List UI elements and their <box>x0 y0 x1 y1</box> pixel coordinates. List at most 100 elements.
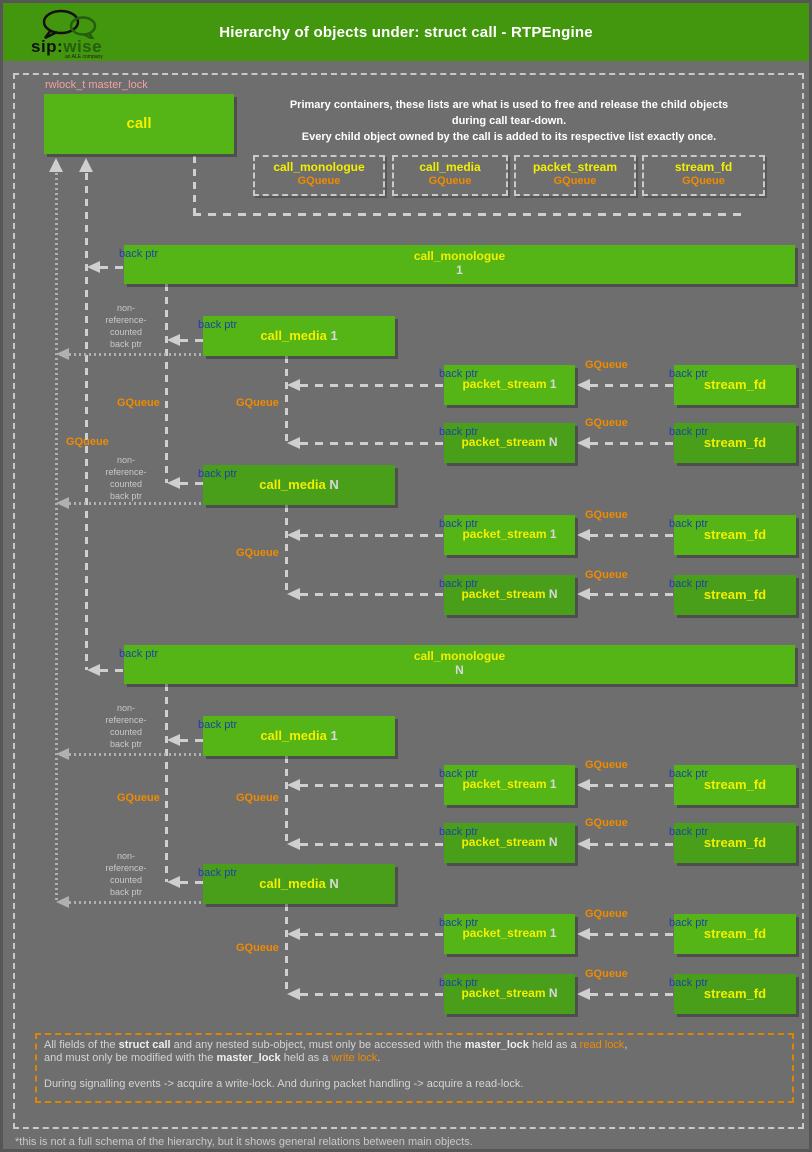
left-arrowhead-icon <box>56 748 69 760</box>
nonref-backptr-arrow <box>56 896 203 908</box>
nonref-text-line: reference- <box>105 715 147 725</box>
back-ptr-label: back ptr <box>198 319 238 331</box>
arrow-tail <box>69 901 203 904</box>
arrow-tail <box>590 784 674 787</box>
box-title: stream_fd <box>703 377 767 392</box>
stream-fd-1c: stream_fd <box>674 765 796 805</box>
back-ptr-label: back ptr <box>439 578 479 590</box>
packet-stream-1c: packet_stream 1 <box>444 765 575 805</box>
gqueue-line <box>285 904 288 994</box>
left-arrowhead-icon <box>577 437 590 449</box>
left-arrowhead-icon <box>287 838 300 850</box>
back-ptr-label: back ptr <box>119 648 159 660</box>
call-monologue-n: call_monologue N <box>124 645 795 684</box>
left-arrowhead-icon <box>287 379 300 391</box>
call-media-n-lower: call_media N <box>203 864 395 904</box>
left-arrowhead-icon <box>287 988 300 1000</box>
arrow-tail <box>180 482 203 485</box>
back-ptr-label: back ptr <box>439 426 479 438</box>
arrow-tail <box>590 593 674 596</box>
arrow-tail <box>300 384 444 387</box>
gqueue-label: GQueue <box>585 759 628 771</box>
box-title: call_media 1 <box>260 728 338 743</box>
gqueue-label: GQueue <box>66 436 109 448</box>
arrow-tail <box>590 843 674 846</box>
nonref-text-line: non- <box>116 851 135 861</box>
back-ptr-label: back ptr <box>198 468 238 480</box>
back-ptr-label: back ptr <box>669 977 709 989</box>
gqueue-label: GQueue <box>585 417 628 429</box>
back-ptr-label: back ptr <box>198 867 238 879</box>
nonref-text-line: counted <box>109 327 143 337</box>
gqueue-label: GQueue <box>585 569 628 581</box>
box-title: call_monologue <box>413 649 506 663</box>
backptr-arrow <box>287 529 444 541</box>
arrow-tail <box>300 933 444 936</box>
packet-stream-1a: packet_stream 1 <box>444 365 575 405</box>
back-ptr-label: back ptr <box>439 368 479 380</box>
back-ptr-label: back ptr <box>439 826 479 838</box>
call-media-1-upper: call_media 1 <box>203 316 395 356</box>
call-media-1-lower: call_media 1 <box>203 716 395 756</box>
gqueue-label: GQueue <box>585 968 628 980</box>
back-ptr-label: back ptr <box>669 917 709 929</box>
legend-call-monologue: call_monologue GQueue <box>253 155 385 196</box>
back-ptr-label: back ptr <box>439 768 479 780</box>
legend-title: stream_fd <box>674 160 733 174</box>
gqueue-label: GQueue <box>236 547 279 559</box>
back-ptr-label: back ptr <box>669 518 709 530</box>
box-title: stream_fd <box>703 926 767 941</box>
arrow-tail <box>69 502 203 505</box>
box-title: packet_stream 1 <box>462 926 557 940</box>
box-title: stream_fd <box>703 835 767 850</box>
gqueue-line <box>193 156 196 213</box>
legend-title: packet_stream <box>532 160 618 174</box>
box-title: call <box>126 115 152 132</box>
stream-fd-nb: stream_fd <box>674 575 796 615</box>
up-arrowhead <box>49 158 63 172</box>
backptr-arrow <box>167 876 203 888</box>
nonref-backptr-arrow <box>56 748 203 760</box>
nonref-text-line: reference- <box>105 863 147 873</box>
stream-fd-nc: stream_fd <box>674 823 796 863</box>
box-title: call_media 1 <box>260 328 338 343</box>
stream-fd-na: stream_fd <box>674 423 796 463</box>
box-title: stream_fd <box>703 527 767 542</box>
backptr-arrow <box>167 734 203 746</box>
legend-packet-stream: packet_stream GQueue <box>514 155 636 196</box>
box-title: stream_fd <box>703 587 767 602</box>
gqueue-label: GQueue <box>117 792 160 804</box>
packet-stream-nb: packet_stream N <box>444 575 575 615</box>
legend-stream-fd: stream_fd GQueue <box>642 155 765 196</box>
legend-sub: GQueue <box>553 175 597 187</box>
back-ptr-label: back ptr <box>669 768 709 780</box>
back-ptr-label: back ptr <box>119 248 159 260</box>
page-title: Hierarchy of objects under: struct call … <box>219 24 593 41</box>
gqueue-label: GQueue <box>117 397 160 409</box>
back-ptr-label: back ptr <box>439 977 479 989</box>
nonref-text-line: non- <box>116 303 135 313</box>
backptr-arrow <box>287 779 444 791</box>
left-arrowhead-icon <box>56 896 69 908</box>
box-title: stream_fd <box>703 986 767 1001</box>
legend-title: call_monologue <box>273 160 365 174</box>
intro-line-2: during call tear-down. <box>451 115 567 127</box>
back-ptr-label: back ptr <box>439 518 479 530</box>
left-arrowhead-icon <box>56 348 69 360</box>
stream-fd-1d: stream_fd <box>674 914 796 954</box>
box-title: packet_stream N <box>461 435 558 449</box>
arrow-tail <box>69 353 203 356</box>
call-media-n-upper: call_media N <box>203 465 395 505</box>
left-arrowhead-icon <box>167 734 180 746</box>
legend-title: call_media <box>419 160 481 174</box>
rwlock-label: rwlock_t master_lock <box>45 79 148 91</box>
nonref-text-line: reference- <box>105 467 147 477</box>
left-arrowhead-icon <box>87 261 100 273</box>
left-arrowhead-icon <box>577 529 590 541</box>
packet-stream-nc: packet_stream N <box>444 823 575 863</box>
arrow-tail <box>180 881 203 884</box>
locking-notes-box: All fields of the struct call and any ne… <box>35 1033 794 1103</box>
box-title: packet_stream N <box>461 835 558 849</box>
intro-text: Primary containers, these lists are what… <box>253 97 765 145</box>
